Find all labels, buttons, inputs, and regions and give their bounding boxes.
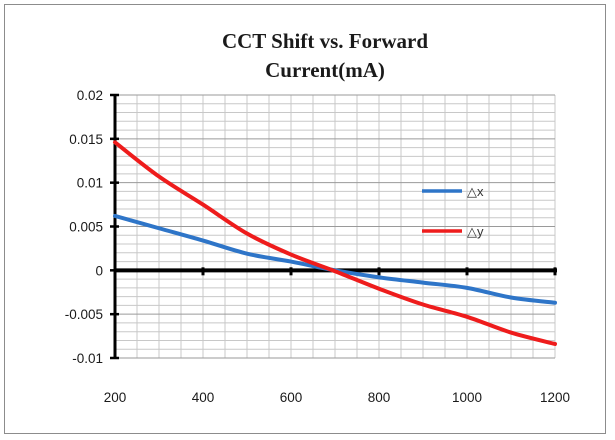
y-tick-label: 0.02 xyxy=(77,88,103,103)
chart-title-line-2: Current(mA) xyxy=(265,58,385,82)
cct-shift-chart: CCT Shift vs. Forward Current(mA) 0.02 0.… xyxy=(65,29,570,405)
y-tick-label: -0.01 xyxy=(72,351,103,366)
x-tick-label: 600 xyxy=(280,390,303,405)
y-tick-label: 0.015 xyxy=(69,132,103,147)
y-tick-label: 0.01 xyxy=(77,176,103,191)
y-tick-label: 0 xyxy=(95,263,103,278)
x-tick-label: 1200 xyxy=(540,390,570,405)
series-line-delta-y xyxy=(113,140,557,346)
chart-frame: CCT Shift vs. Forward Current(mA) 0.02 0.… xyxy=(4,4,606,434)
legend-label-delta-y: △y xyxy=(467,224,484,239)
legend-label-delta-x: △x xyxy=(467,184,484,199)
x-tick-label: 200 xyxy=(104,390,127,405)
chart-title-line-1: CCT Shift vs. Forward xyxy=(222,29,428,53)
y-tick-label: -0.005 xyxy=(65,307,103,322)
x-tick-label: 1000 xyxy=(452,390,482,405)
x-tick-label: 800 xyxy=(368,390,391,405)
y-tick-label: 0.005 xyxy=(69,220,103,235)
x-tick-label: 400 xyxy=(192,390,215,405)
